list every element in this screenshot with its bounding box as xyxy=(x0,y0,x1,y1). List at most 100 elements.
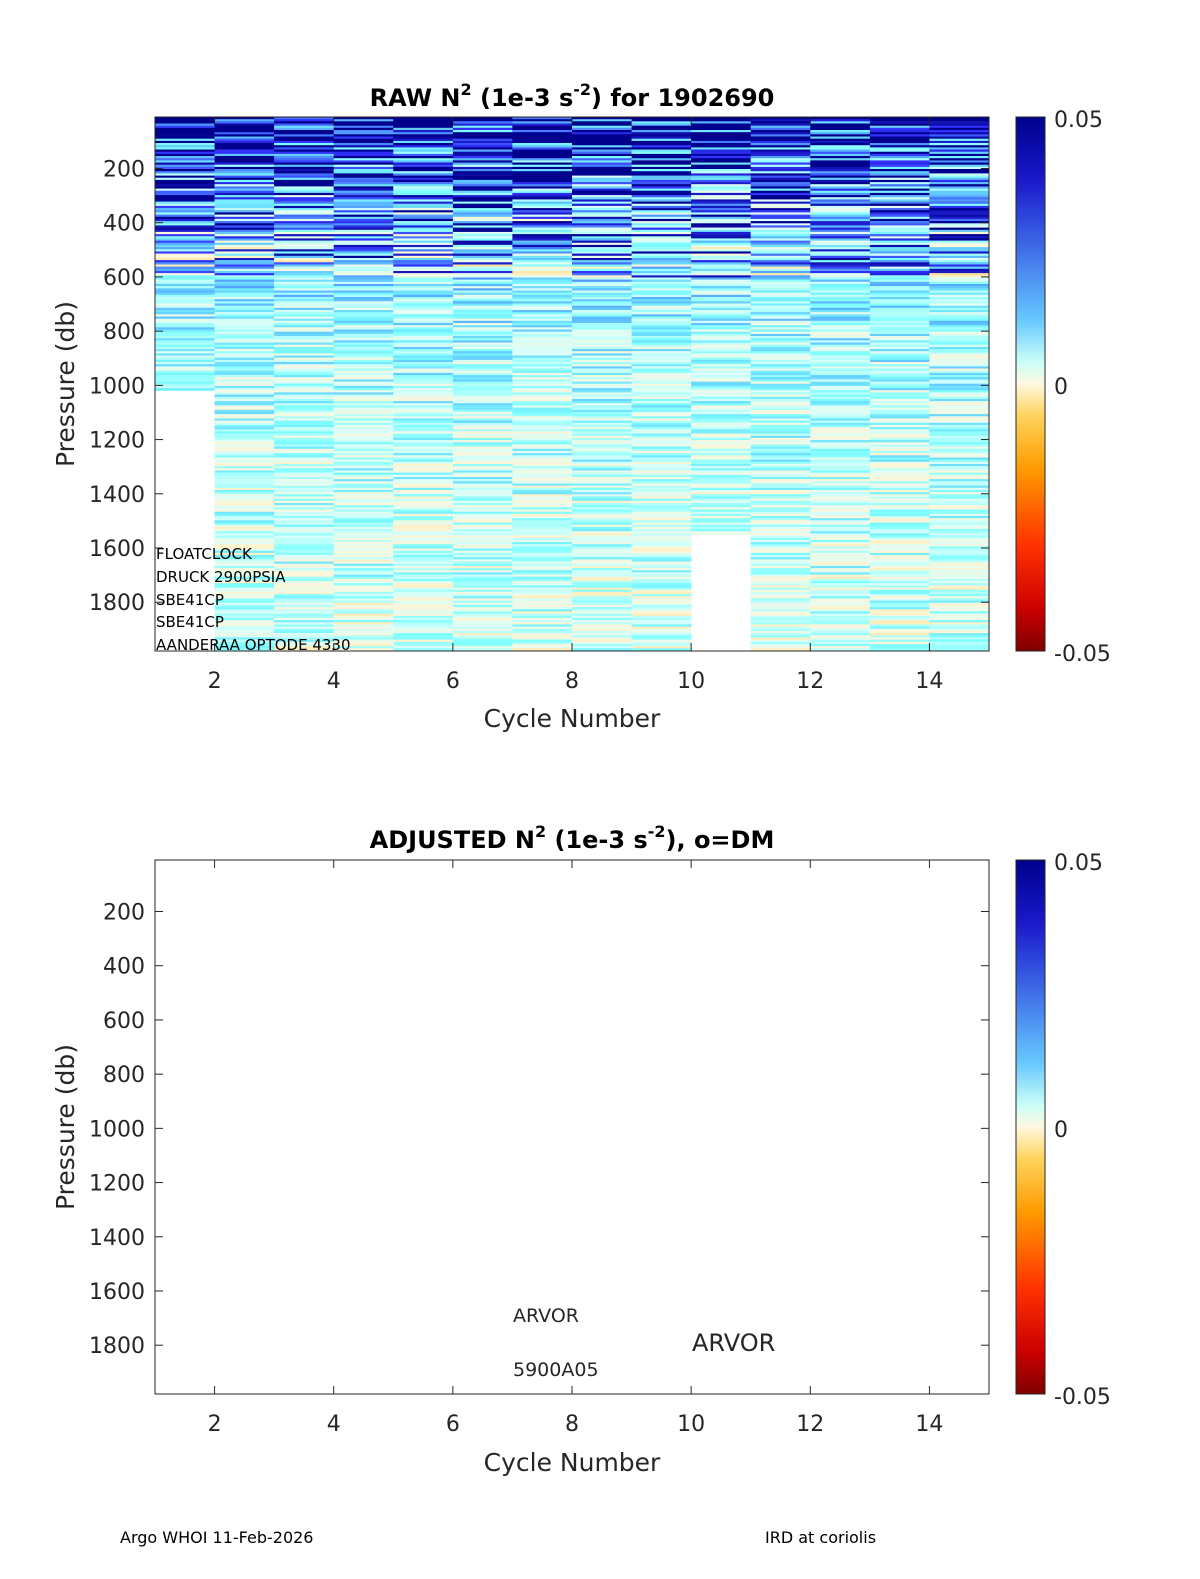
heatmap-cell xyxy=(393,179,454,183)
heatmap-cell xyxy=(214,594,275,597)
heatmap-cell xyxy=(155,305,215,309)
heatmap-cell xyxy=(393,190,454,194)
heatmap-cell xyxy=(869,496,930,499)
heatmap-cell xyxy=(393,229,454,233)
heatmap-cell xyxy=(452,227,513,231)
heatmap-cell xyxy=(274,479,334,482)
heatmap-cell xyxy=(452,492,513,495)
heatmap-cell xyxy=(512,492,573,495)
heatmap-cell xyxy=(572,336,632,339)
heatmap-cell xyxy=(572,398,632,402)
heatmap-cell xyxy=(750,544,811,547)
heatmap-cell xyxy=(393,422,454,426)
heatmap-cell xyxy=(274,446,334,450)
heatmap-cell xyxy=(393,437,454,441)
heatmap-cell xyxy=(452,550,513,554)
heatmap-cell xyxy=(274,513,334,517)
heatmap-cell xyxy=(869,359,930,363)
heatmap-cell xyxy=(512,370,573,374)
heatmap-cell xyxy=(631,411,692,415)
heatmap-cell xyxy=(929,299,990,302)
heatmap-cell xyxy=(750,537,811,541)
heatmap-cell xyxy=(691,481,751,484)
heatmap-cell xyxy=(274,431,334,434)
heatmap-cell xyxy=(452,234,513,237)
heatmap-cell xyxy=(512,646,573,649)
heatmap-cell xyxy=(810,121,871,124)
heatmap-cell xyxy=(214,258,275,261)
heatmap-cell xyxy=(274,383,334,387)
heatmap-cell xyxy=(155,164,215,168)
heatmap-cell xyxy=(333,312,394,315)
heatmap-cell xyxy=(810,375,871,378)
heatmap-cell xyxy=(691,271,751,274)
heatmap-cell xyxy=(631,529,692,532)
heatmap-cell xyxy=(572,333,632,337)
heatmap-cell xyxy=(214,461,275,465)
heatmap-cell xyxy=(810,266,871,270)
heatmap-cell xyxy=(869,409,930,413)
heatmap-cell xyxy=(214,596,275,599)
heatmap-cell xyxy=(631,305,692,309)
heatmap-cell xyxy=(810,130,871,133)
heatmap-cell xyxy=(572,130,632,133)
heatmap-cell xyxy=(869,279,930,283)
heatmap-cell xyxy=(274,609,334,612)
heatmap-cell xyxy=(691,468,751,471)
heatmap-cell xyxy=(452,323,513,326)
heatmap-cell xyxy=(214,483,275,486)
x-tick-label: 4 xyxy=(327,1412,341,1437)
heatmap-cell xyxy=(572,171,632,174)
heatmap-cell xyxy=(155,156,215,159)
heatmap-cell xyxy=(631,496,692,499)
heatmap-cell xyxy=(452,351,513,354)
heatmap-cell xyxy=(810,132,871,135)
heatmap-cell xyxy=(750,197,811,200)
heatmap-cell xyxy=(929,297,990,300)
heatmap-cell xyxy=(869,182,930,185)
heatmap-cell xyxy=(393,448,454,452)
heatmap-cell xyxy=(810,433,871,437)
heatmap-cell xyxy=(691,511,751,515)
y-tick-label: 800 xyxy=(103,320,145,345)
heatmap-cell xyxy=(572,498,632,502)
heatmap-cell xyxy=(869,446,930,450)
heatmap-cell xyxy=(214,130,275,133)
heatmap-cell xyxy=(155,197,215,200)
heatmap-cell xyxy=(631,249,692,252)
heatmap-cell xyxy=(333,624,394,627)
heatmap-cell xyxy=(572,518,632,521)
heatmap-cell xyxy=(512,470,573,473)
heatmap-cell xyxy=(393,268,454,272)
heatmap-cell xyxy=(691,240,751,244)
heatmap-cell xyxy=(572,464,632,467)
heatmap-cell xyxy=(631,624,692,627)
heatmap-cell xyxy=(274,121,334,124)
y-tick-label: 1800 xyxy=(89,1334,145,1359)
y-tick-label: 1000 xyxy=(89,374,145,399)
heatmap-cell xyxy=(691,437,751,441)
heatmap-cell xyxy=(929,173,990,176)
heatmap-cell xyxy=(274,611,334,614)
heatmap-cell xyxy=(333,205,394,209)
heatmap-cell xyxy=(155,290,215,293)
heatmap-cell xyxy=(810,123,871,126)
heatmap-cell xyxy=(572,149,632,152)
heatmap-cell xyxy=(691,297,751,300)
heatmap-cell xyxy=(691,390,751,393)
heatmap-cell xyxy=(750,574,811,578)
heatmap-cell xyxy=(810,526,871,530)
heatmap-cell xyxy=(333,581,394,584)
heatmap-cell xyxy=(512,446,573,450)
heatmap-cell xyxy=(572,630,632,634)
heatmap-cell xyxy=(333,147,394,150)
heatmap-cell xyxy=(452,429,513,432)
heatmap-cell xyxy=(929,375,990,378)
heatmap-cell xyxy=(750,242,811,246)
heatmap-cell xyxy=(810,440,871,443)
heatmap-cell xyxy=(869,487,930,491)
heatmap-cell xyxy=(274,260,334,263)
heatmap-cell xyxy=(572,338,632,341)
heatmap-cell xyxy=(691,420,751,424)
